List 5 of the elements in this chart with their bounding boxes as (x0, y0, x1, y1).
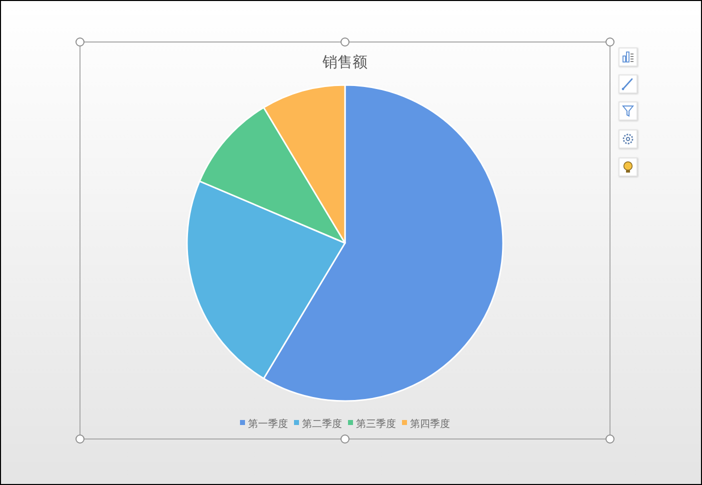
legend-label: 第二季度 (302, 419, 342, 430)
legend-label: 第三季度 (356, 419, 396, 430)
legend-label: 第一季度 (248, 419, 288, 430)
title: 销售额 (322, 54, 368, 71)
legend-label: 第四季度 (410, 419, 450, 430)
